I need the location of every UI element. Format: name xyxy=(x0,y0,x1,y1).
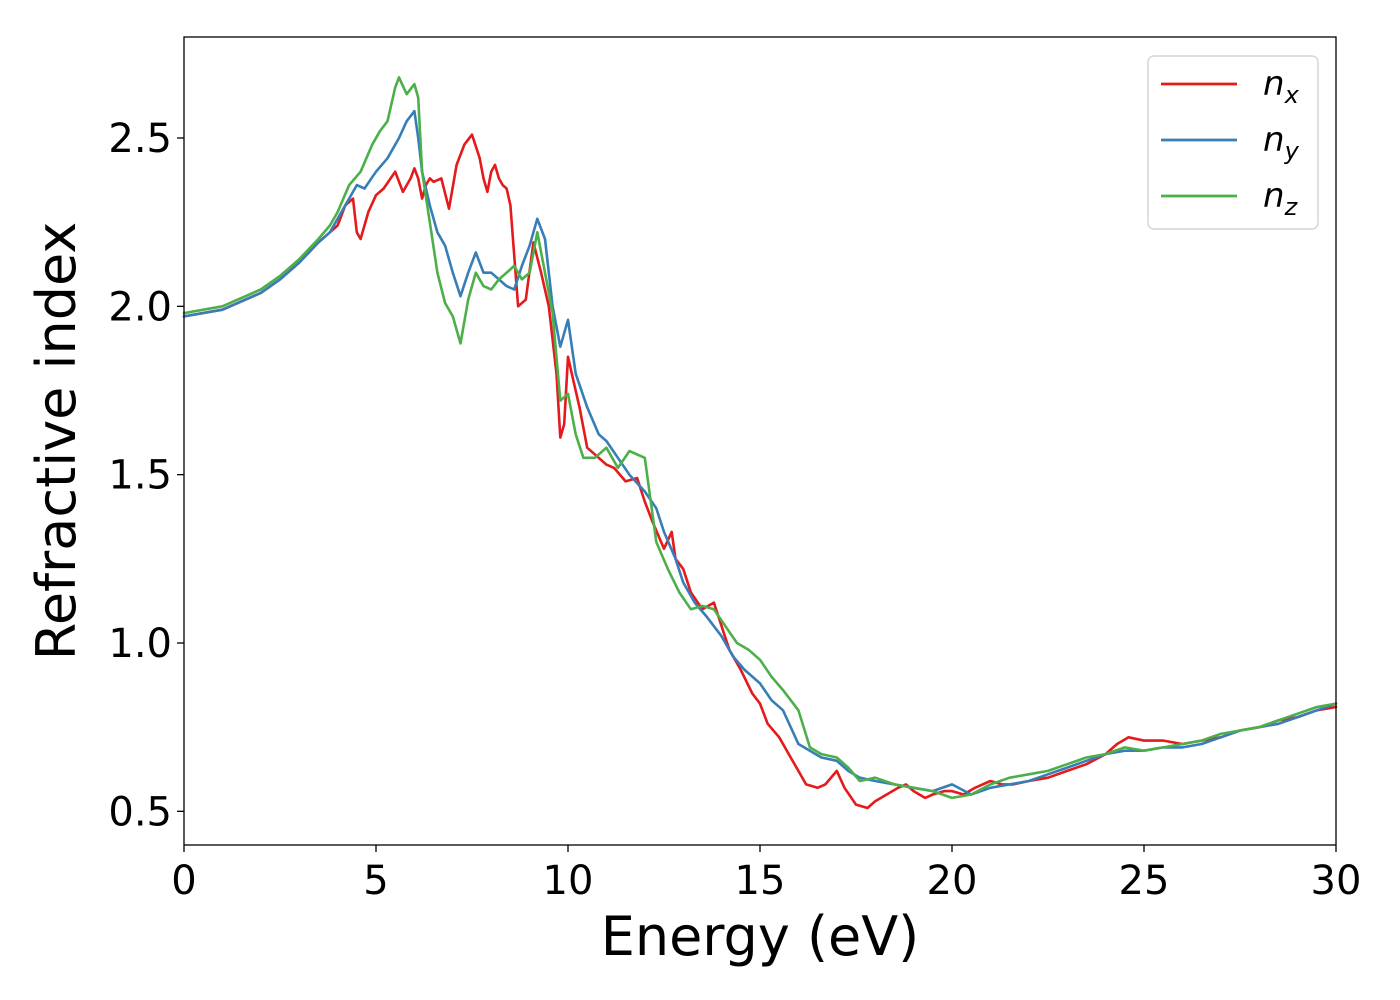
y-tick-label: 1.5 xyxy=(108,453,172,499)
legend: nx ny nz xyxy=(1147,55,1319,230)
y-tick-label: 2.5 xyxy=(108,116,172,162)
y-axis: 0.5 1.0 1.5 2.0 2.5 xyxy=(108,116,184,835)
x-tick-label: 5 xyxy=(363,858,388,904)
x-tick-label: 20 xyxy=(927,858,978,904)
x-axis-title: Energy (eV) xyxy=(601,905,920,968)
y-tick-label: 2.0 xyxy=(108,284,172,330)
y-tick-label: 1.0 xyxy=(108,621,172,667)
legend-label-x: nx xyxy=(1263,64,1300,109)
x-tick-label: 0 xyxy=(171,858,196,904)
x-tick-label: 30 xyxy=(1311,858,1362,904)
legend-label-z: nz xyxy=(1263,176,1299,221)
x-tick-label: 25 xyxy=(1119,858,1170,904)
y-tick-label: 0.5 xyxy=(108,789,172,835)
series-line-z xyxy=(182,76,1338,800)
series-line-y xyxy=(182,109,1338,796)
legend-box xyxy=(1147,55,1319,230)
legend-label-y: ny xyxy=(1263,120,1300,165)
x-tick-label: 10 xyxy=(543,858,594,904)
y-axis-title: Refractive index xyxy=(25,222,88,661)
series-layer xyxy=(182,76,1338,810)
x-tick-label: 15 xyxy=(735,858,786,904)
x-axis: 0 5 10 15 20 25 30 xyxy=(171,845,1361,904)
